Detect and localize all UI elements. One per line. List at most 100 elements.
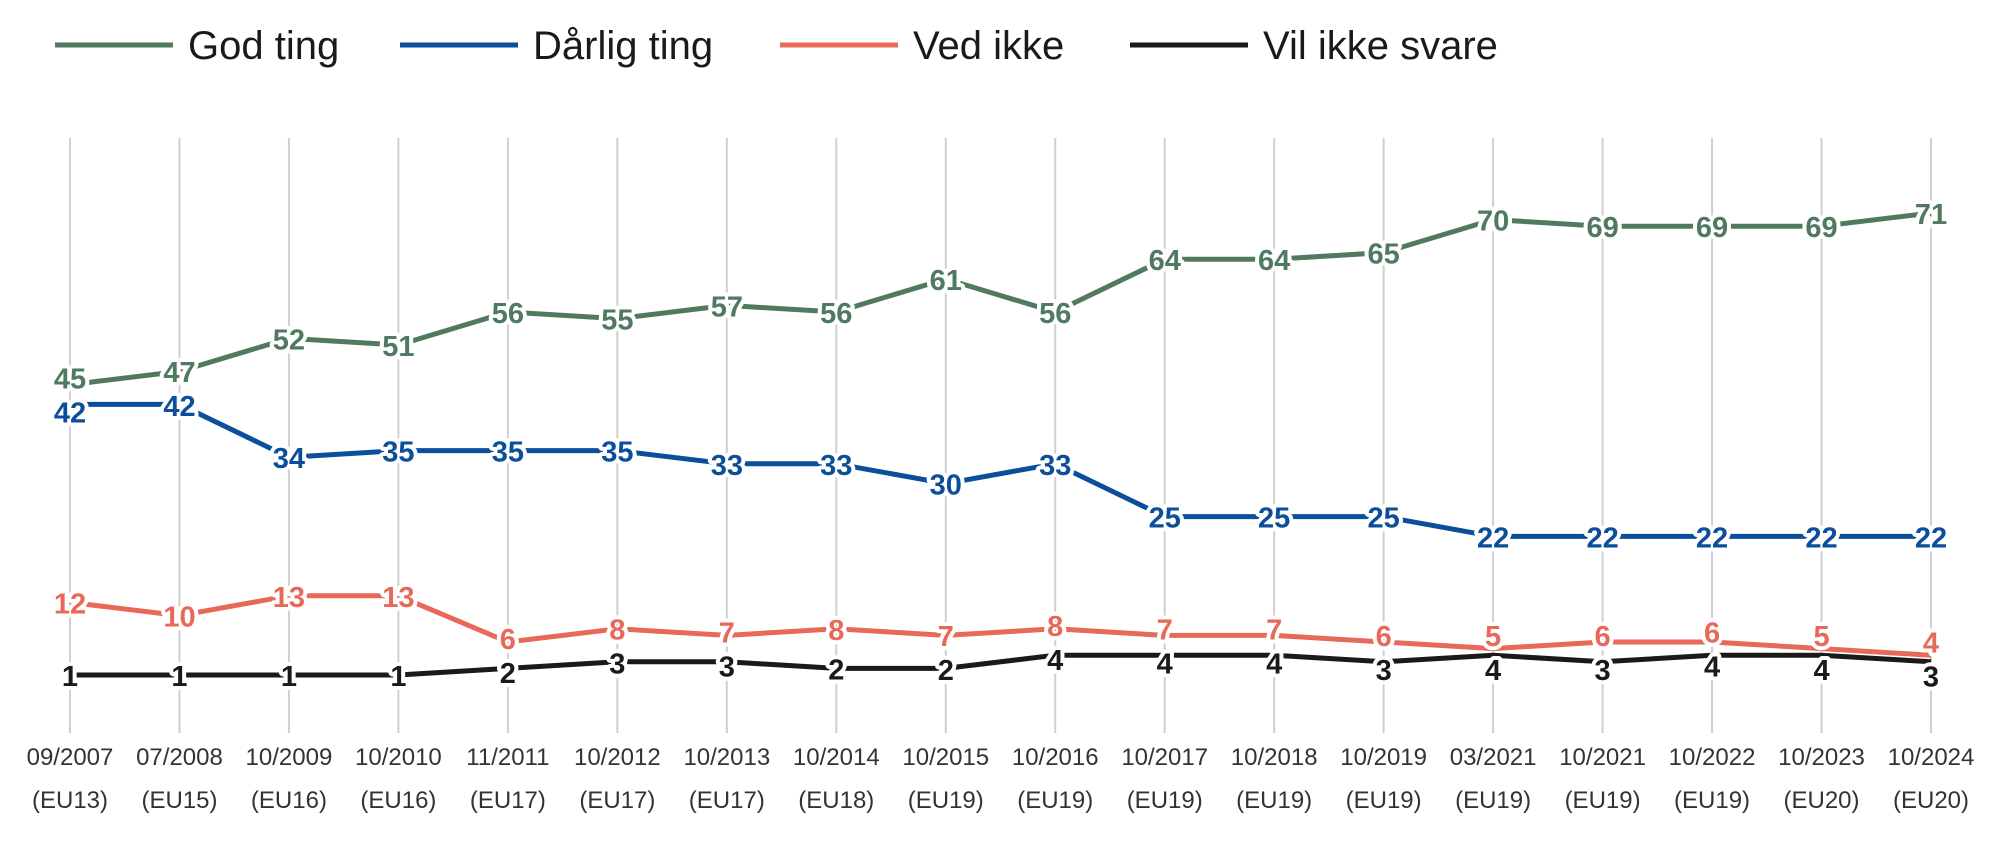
legend-label: God ting — [188, 24, 339, 68]
data-label: 7 — [1266, 614, 1282, 646]
data-label: 35 — [382, 437, 414, 469]
data-label: 25 — [1368, 503, 1400, 535]
data-label: 1 — [281, 661, 297, 693]
x-tick-label: 10/2024 — [1888, 744, 1975, 771]
data-label: 25 — [1258, 503, 1290, 535]
legend: God ting Dårlig ting Ved ikke Vil ikke svar… — [55, 24, 1498, 68]
data-label: 2 — [500, 658, 516, 690]
data-label: 22 — [1477, 522, 1509, 554]
data-label: 30 — [930, 470, 962, 502]
x-tick-sublabel: (EU16) — [360, 787, 436, 814]
data-label: 8 — [609, 614, 625, 646]
data-label: 3 — [609, 648, 625, 680]
legend-label: Dårlig ting — [533, 24, 713, 68]
data-label: 7 — [1157, 614, 1173, 646]
x-tick-sublabel: (EU19) — [908, 787, 984, 814]
data-label: 5 — [1485, 621, 1501, 653]
data-label: 64 — [1258, 245, 1290, 277]
x-tick-sublabel: (EU19) — [1565, 787, 1641, 814]
x-tick-sublabel: (EU16) — [251, 787, 327, 814]
data-label: 4 — [1923, 628, 1939, 660]
data-label: 64 — [1149, 245, 1181, 277]
series-line — [69, 593, 1932, 658]
data-label: 52 — [273, 324, 305, 356]
data-label: 2 — [828, 654, 844, 686]
data-label: 61 — [930, 265, 962, 297]
x-tick-sublabel: (EU19) — [1455, 787, 1531, 814]
x-tick-label: 10/2010 — [355, 744, 442, 771]
data-label: 35 — [601, 437, 633, 469]
x-tick-label: 10/2014 — [793, 744, 880, 771]
data-label: 69 — [1696, 212, 1728, 244]
data-label: 4 — [1704, 652, 1720, 684]
series-line — [70, 401, 1931, 539]
x-tick-sublabel: (EU15) — [141, 787, 217, 814]
data-label: 57 — [711, 291, 743, 323]
x-tick-sublabel: (EU20) — [1893, 787, 1969, 814]
data-label: 4 — [1266, 648, 1282, 680]
data-label: 22 — [1586, 522, 1618, 554]
x-tick-sublabel: (EU19) — [1017, 787, 1093, 814]
x-tick-label: 10/2012 — [574, 744, 661, 771]
x-tick-label: 10/2009 — [246, 744, 333, 771]
data-label: 4 — [1157, 648, 1173, 680]
data-label: 69 — [1805, 212, 1837, 244]
x-tick-sublabel: (EU17) — [689, 787, 765, 814]
data-label: 42 — [163, 391, 195, 423]
data-label: 34 — [273, 443, 305, 475]
data-label: 13 — [273, 582, 305, 614]
data-label: 33 — [711, 450, 743, 482]
data-label: 13 — [382, 582, 414, 614]
x-tick-label: 10/2023 — [1778, 744, 1865, 771]
x-tick-label: 07/2008 — [136, 744, 223, 771]
data-label: 70 — [1477, 206, 1509, 238]
x-tick-sublabel: (EU19) — [1346, 787, 1422, 814]
data-label: 33 — [820, 450, 852, 482]
x-tick-sublabel: (EU19) — [1127, 787, 1203, 814]
data-label: 7 — [938, 621, 954, 653]
x-tick-sublabel: (EU17) — [470, 787, 546, 814]
data-label: 12 — [54, 588, 86, 620]
x-tick-label: 10/2013 — [683, 744, 770, 771]
series-line — [69, 210, 1932, 388]
x-tick-sublabel: (EU19) — [1236, 787, 1312, 814]
data-label: 2 — [938, 655, 954, 687]
series-lines — [69, 210, 1932, 678]
x-tick-label: 10/2021 — [1559, 744, 1646, 771]
data-label: 35 — [492, 437, 524, 469]
data-label: 4 — [1485, 655, 1501, 687]
x-tick-label: 10/2019 — [1340, 744, 1427, 771]
data-label: 45 — [54, 364, 86, 396]
data-label: 55 — [601, 305, 633, 337]
data-label: 6 — [500, 624, 516, 656]
x-tick-label: 10/2016 — [1012, 744, 1099, 771]
data-label: 6 — [1595, 621, 1611, 653]
gridlines — [69, 138, 1932, 733]
x-tick-label: 10/2017 — [1121, 744, 1208, 771]
x-tick-sublabel: (EU19) — [1674, 787, 1750, 814]
data-label: 33 — [1039, 450, 1071, 482]
x-tick-sublabel: (EU18) — [798, 787, 874, 814]
x-tick-label: 09/2007 — [27, 744, 114, 771]
x-tick-sublabel: (EU13) — [32, 787, 108, 814]
data-label: 3 — [1923, 662, 1939, 694]
data-label: 1 — [62, 661, 78, 693]
data-label: 6 — [1376, 621, 1392, 653]
data-label: 4 — [1047, 645, 1063, 677]
data-labels: 4542121474210152341315135131563562553583… — [50, 195, 1951, 698]
data-label: 22 — [1805, 522, 1837, 554]
data-label: 56 — [492, 298, 524, 330]
data-label: 51 — [382, 331, 414, 363]
data-label: 42 — [54, 398, 86, 430]
data-label: 3 — [1376, 655, 1392, 687]
x-tick-label: 11/2011 — [466, 744, 549, 771]
data-label: 7 — [719, 618, 735, 650]
x-tick-sublabel: (EU17) — [579, 787, 655, 814]
data-label: 6 — [1704, 618, 1720, 650]
x-tick-label: 10/2022 — [1669, 744, 1756, 771]
x-tick-label: 10/2018 — [1231, 744, 1318, 771]
x-tick-label: 03/2021 — [1450, 744, 1537, 771]
data-label: 1 — [390, 661, 406, 693]
data-label: 65 — [1368, 239, 1400, 271]
legend-label: Ved ikke — [913, 24, 1064, 68]
